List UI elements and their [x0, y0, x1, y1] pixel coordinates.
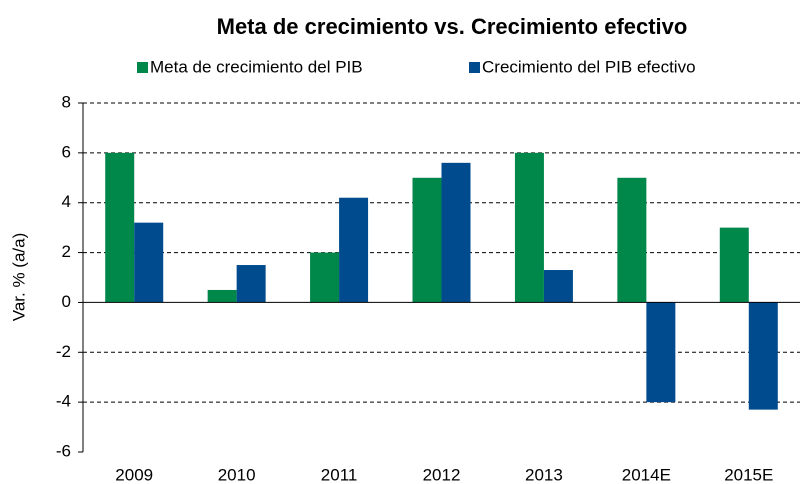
y-tick-label: 8 [62, 92, 71, 111]
x-tick-label: 2013 [525, 465, 563, 484]
legend-swatch [137, 62, 148, 73]
legend-label: Meta de crecimiento del PIB [150, 57, 363, 76]
bar [646, 302, 676, 403]
x-tick-label: 2010 [218, 465, 256, 484]
x-tick-label: 2012 [423, 465, 461, 484]
x-tick-label: 2014E [622, 465, 671, 484]
bar [719, 227, 749, 303]
bar [543, 270, 573, 303]
bar [310, 252, 340, 303]
x-tick-label: 2015E [724, 465, 773, 484]
chart-title: Meta de crecimiento vs. Crecimiento efec… [217, 14, 688, 39]
y-tick-label: 0 [62, 292, 71, 311]
bar [105, 152, 135, 303]
y-tick-label: -6 [56, 441, 71, 460]
y-axis-label: Var. % (a/a) [9, 233, 28, 322]
y-tick-label: -4 [56, 392, 71, 411]
bar [236, 265, 266, 303]
bar [748, 302, 778, 410]
bar [207, 289, 237, 303]
x-tick-label: 2009 [115, 465, 153, 484]
bar [514, 152, 544, 303]
legend-swatch [469, 62, 480, 73]
y-tick-label: 4 [62, 192, 71, 211]
bar [412, 177, 442, 303]
bar [134, 222, 164, 303]
x-tick-label: 2011 [321, 465, 358, 484]
y-tick-label: 2 [62, 242, 71, 261]
y-tick-label: -2 [56, 342, 71, 361]
bar [339, 197, 369, 303]
y-tick-label: 6 [62, 142, 71, 161]
bar [617, 177, 647, 303]
bar [441, 162, 471, 303]
legend-label: Crecimiento del PIB efectivo [482, 57, 696, 76]
